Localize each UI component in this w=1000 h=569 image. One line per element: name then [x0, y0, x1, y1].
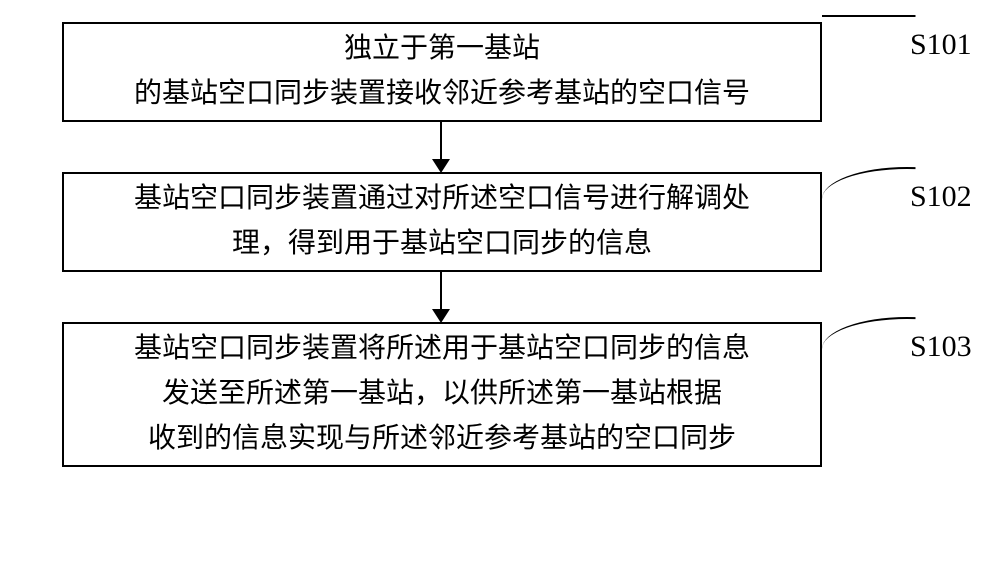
node-text-line: 基站空口同步装置通过对所述空口信号进行解调处 [134, 183, 750, 214]
arrow-down-icon [432, 309, 450, 323]
step-label-s103: S103 [910, 330, 972, 364]
flowchart-node-s102: 基站空口同步装置通过对所述空口信号进行解调处 理，得到用于基站空口同步的信息 [62, 172, 822, 272]
node-text-line: 发送至所述第一基站，以供所述第一基站根据 [162, 378, 722, 409]
node-text-line: 的基站空口同步装置接收邻近参考基站的空口信号 [134, 78, 750, 109]
node-text-line: 理，得到用于基站空口同步的信息 [232, 228, 652, 259]
flow-arrow [440, 122, 442, 163]
flowchart-node-s103: 基站空口同步装置将所述用于基站空口同步的信息 发送至所述第一基站，以供所述第一基… [62, 322, 822, 467]
flow-arrow [440, 272, 442, 313]
step-label-s102: S102 [910, 180, 972, 214]
arrow-down-icon [432, 159, 450, 173]
step-label-s101: S101 [910, 28, 972, 62]
node-text-line: 独立于第一基站 [344, 33, 540, 64]
node-text-line: 基站空口同步装置将所述用于基站空口同步的信息 [134, 333, 750, 364]
flowchart-canvas: 独立于第一基站 的基站空口同步装置接收邻近参考基站的空口信号 S101 基站空口… [0, 0, 1000, 569]
node-text-line: 收到的信息实现与所述邻近参考基站的空口同步 [148, 423, 736, 454]
flowchart-node-s101: 独立于第一基站 的基站空口同步装置接收邻近参考基站的空口信号 [62, 22, 822, 122]
